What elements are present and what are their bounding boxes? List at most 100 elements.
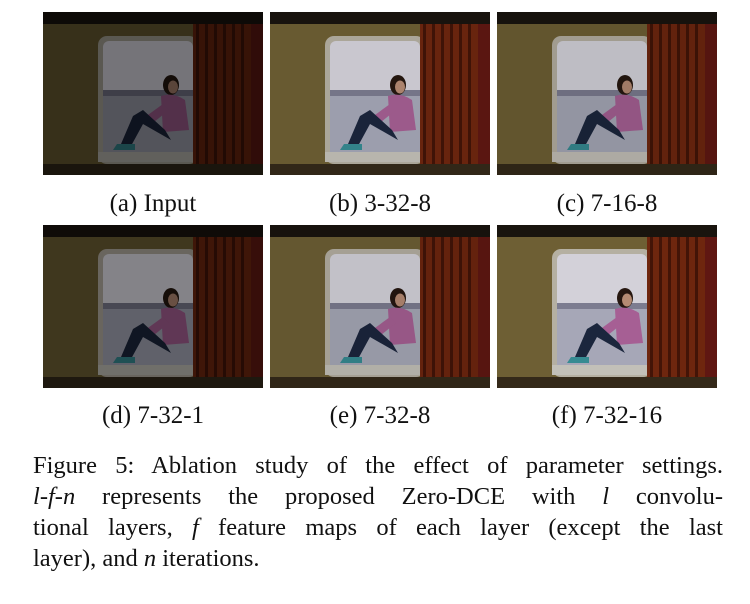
caption-line-3: tional layers, f feature maps of each la…	[33, 514, 723, 541]
curtain-fold	[659, 24, 662, 175]
torso	[161, 94, 189, 132]
torso	[161, 307, 189, 345]
ceiling	[270, 225, 490, 237]
face	[622, 293, 632, 307]
horizon-hills	[330, 90, 420, 96]
curtain-fold	[441, 237, 444, 388]
panel-d-image	[43, 225, 263, 388]
torso	[615, 307, 643, 345]
photo-scene	[497, 225, 717, 388]
math-n: n	[62, 483, 76, 510]
panel-d-label: (d) 7-32-1	[101, 402, 205, 429]
torso	[388, 94, 416, 132]
curtain-fold	[441, 24, 444, 175]
panel-c-image	[497, 12, 717, 175]
curtain-fold	[450, 237, 453, 388]
curtain-fold	[677, 24, 680, 175]
ceiling	[43, 12, 263, 24]
curtain-fold	[223, 237, 226, 388]
horizon-hills	[103, 303, 193, 309]
curtain-fold	[695, 24, 698, 175]
face	[395, 293, 405, 307]
curtain-fold	[232, 24, 235, 175]
torso	[388, 307, 416, 345]
photo-scene	[43, 225, 263, 388]
curtain-fold	[459, 24, 462, 175]
curtain-fold	[214, 24, 217, 175]
panel-b-label: (b) 3-32-8	[328, 190, 432, 217]
legs	[121, 323, 171, 359]
legs	[575, 323, 625, 359]
ceiling	[270, 12, 490, 24]
panel-e-label: (e) 7-32-8	[329, 402, 431, 429]
shoes	[113, 357, 135, 363]
panel-c-label: (c) 7-16-8	[556, 190, 658, 217]
curtain-fold	[668, 237, 671, 388]
edge-trim	[478, 237, 490, 388]
ceiling	[497, 12, 717, 24]
curtain-fold	[650, 237, 653, 388]
face	[168, 293, 178, 307]
legs	[348, 110, 398, 146]
photo-scene	[43, 12, 263, 175]
face	[395, 80, 405, 94]
edge-trim	[251, 24, 263, 175]
panel-b-image	[270, 12, 490, 175]
horizon-hills	[557, 90, 647, 96]
legs	[348, 323, 398, 359]
shoes	[567, 144, 589, 150]
curtain-fold	[468, 24, 471, 175]
window-sill	[552, 152, 652, 162]
floor	[43, 164, 263, 175]
window-sill	[552, 365, 652, 375]
curtain-fold	[241, 24, 244, 175]
legs	[575, 110, 625, 146]
panel-a-label: (a) Input	[109, 190, 197, 217]
curtain-fold	[432, 24, 435, 175]
floor	[43, 377, 263, 388]
shoes	[567, 357, 589, 363]
caption-line-2: l-f-n represents the proposed Zero-DCE w…	[33, 483, 724, 510]
curtain-fold	[686, 24, 689, 175]
ceiling	[497, 225, 717, 237]
caption-line-4: layer), and n iterations.	[33, 545, 260, 572]
window-sill	[325, 365, 425, 375]
curtain-fold	[196, 24, 199, 175]
edge-trim	[251, 237, 263, 388]
edge-trim	[478, 24, 490, 175]
panel-a-image	[43, 12, 263, 175]
curtain-fold	[468, 237, 471, 388]
face	[168, 80, 178, 94]
window-sill	[98, 365, 198, 375]
curtain-fold	[650, 24, 653, 175]
curtain-fold	[668, 24, 671, 175]
curtain-fold	[450, 24, 453, 175]
edge-trim	[705, 237, 717, 388]
curtain-fold	[423, 24, 426, 175]
curtain-fold	[241, 237, 244, 388]
panel-f-image	[497, 225, 717, 388]
horizon-hills	[103, 90, 193, 96]
floor	[497, 377, 717, 388]
caption-line-1: Figure 5: Ablation study of the effect o…	[33, 452, 723, 479]
legs	[121, 110, 171, 146]
curtain-fold	[232, 237, 235, 388]
torso	[615, 94, 643, 132]
curtain-fold	[423, 237, 426, 388]
photo-scene	[497, 12, 717, 175]
horizon-hills	[330, 303, 420, 309]
face	[622, 80, 632, 94]
curtain-fold	[677, 237, 680, 388]
curtain-fold	[196, 237, 199, 388]
panel-e-image	[270, 225, 490, 388]
curtain-fold	[223, 24, 226, 175]
horizon-hills	[557, 303, 647, 309]
math-l: l	[33, 483, 40, 510]
curtain-fold	[214, 237, 217, 388]
math-f: f	[47, 483, 55, 510]
photo-scene	[270, 12, 490, 175]
floor	[270, 377, 490, 388]
shoes	[340, 357, 362, 363]
photo-scene	[270, 225, 490, 388]
